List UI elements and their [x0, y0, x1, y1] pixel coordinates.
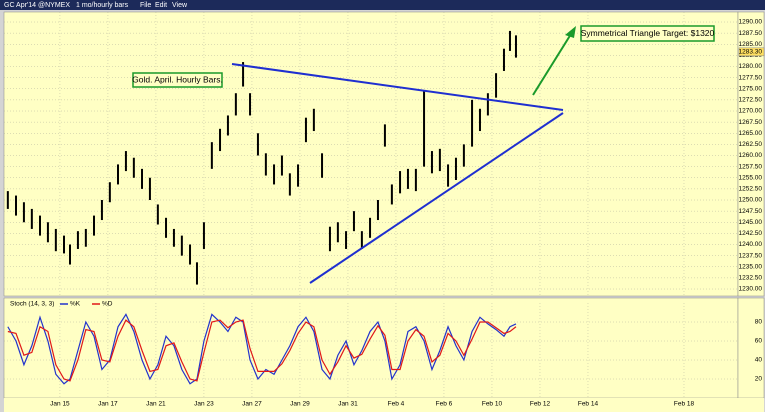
y-tick-label: 1240.00 — [739, 241, 763, 248]
y-tick-label: 1262.50 — [739, 141, 763, 148]
last-price-box — [738, 47, 765, 57]
target-arrow — [532, 33, 572, 96]
y-tick-label: 1285.00 — [739, 41, 763, 48]
annotation: Gold. April. Hourly Bars. — [132, 74, 223, 84]
x-tick-label: Feb 4 — [388, 401, 405, 408]
y-tick-label: 1267.50 — [739, 119, 763, 126]
x-tick-label: Feb 18 — [674, 401, 695, 408]
y-tick-label: 1280.00 — [739, 63, 763, 70]
interval[interactable]: 1 mo/hourly bars — [76, 2, 129, 9]
last-price-label: 1283.30 — [739, 49, 763, 56]
menu-item[interactable]: File — [140, 2, 151, 9]
y-tick-label: 1277.50 — [739, 74, 763, 81]
y-tick-label: 80 — [755, 319, 763, 326]
y-tick-label: 60 — [755, 338, 763, 345]
x-tick-label: Feb 6 — [436, 401, 453, 408]
y-tick-label: 1272.50 — [739, 97, 763, 104]
y-tick-label: 1257.50 — [739, 163, 763, 170]
x-tick-label: Jan 21 — [146, 401, 166, 408]
y-tick-label: 1260.00 — [739, 152, 763, 159]
legend-label: %K — [70, 301, 81, 308]
y-tick-label: 1290.00 — [739, 19, 763, 26]
y-tick-label: 1232.50 — [739, 275, 763, 282]
y-tick-label: 1242.50 — [739, 230, 763, 237]
x-tick-label: Jan 29 — [290, 401, 310, 408]
x-tick-label: Jan 15 — [50, 401, 70, 408]
date-axis — [4, 398, 764, 412]
x-tick-label: Jan 27 — [242, 401, 262, 408]
legend-label: %D — [102, 301, 113, 308]
x-tick-label: Jan 23 — [194, 401, 214, 408]
x-tick-label: Jan 31 — [338, 401, 358, 408]
annotation-box — [580, 25, 715, 42]
menu-item[interactable]: Edit — [155, 2, 167, 9]
toolbar — [0, 0, 765, 10]
symbol[interactable]: GC Apr'14 @NYMEX — [4, 2, 70, 9]
annotation: Symmetrical Triangle Target: $1320 — [581, 28, 715, 38]
x-tick-label: Jan 17 — [98, 401, 118, 408]
y-tick-label: 1230.00 — [739, 286, 763, 293]
price-plot — [3, 11, 739, 297]
y-tick-label: 1252.50 — [739, 186, 763, 193]
menu-item[interactable]: View — [172, 2, 188, 9]
y-tick-label: 1255.00 — [739, 174, 763, 181]
trendline — [231, 63, 564, 111]
y-tick-label: 1235.00 — [739, 263, 763, 270]
x-tick-label: Feb 14 — [578, 401, 599, 408]
stoch-line — [7, 319, 517, 382]
y-tick-label: 1237.50 — [739, 252, 763, 259]
y-tick-label: 1270.00 — [739, 108, 763, 115]
y-tick-label: 1275.00 — [739, 85, 763, 92]
y-tick-label: 1245.00 — [739, 219, 763, 226]
x-tick-label: Feb 12 — [530, 401, 551, 408]
y-tick-label: 20 — [755, 376, 763, 383]
x-tick-label: Feb 10 — [482, 401, 503, 408]
price-axis — [737, 11, 765, 297]
annotation-box — [132, 72, 223, 88]
y-tick-label: 1247.50 — [739, 208, 763, 215]
y-tick-label: 1287.50 — [739, 30, 763, 37]
arrow-head — [565, 26, 576, 38]
indicator-title: Stoch (14, 3, 3) — [10, 301, 54, 308]
stoch-line — [7, 313, 517, 385]
trendline — [309, 112, 564, 284]
y-tick-label: 1265.00 — [739, 130, 763, 137]
y-tick-label: 40 — [755, 357, 763, 364]
y-tick-label: 1250.00 — [739, 197, 763, 204]
stoch-axis — [737, 297, 765, 399]
